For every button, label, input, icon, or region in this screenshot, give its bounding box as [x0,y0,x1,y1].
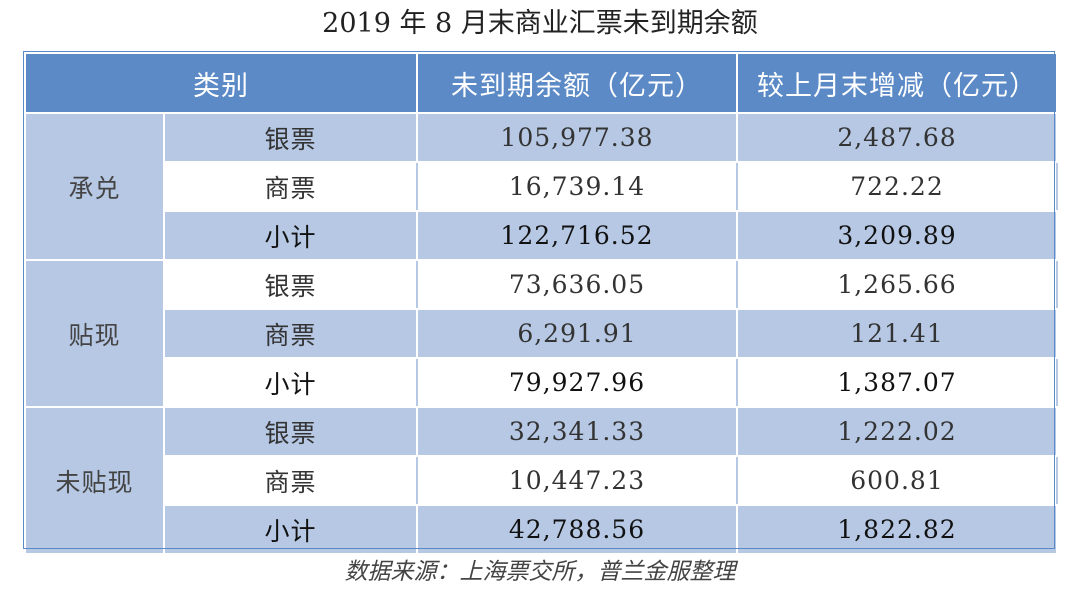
row-change: 3,209.89 [736,210,1058,261]
row-type: 商票 [163,455,418,506]
group-label: 贴现 [24,259,165,408]
row-balance: 16,739.14 [416,161,738,212]
row-balance: 6,291.91 [416,308,738,359]
row-balance: 105,977.38 [416,112,738,163]
data-table: 类别 未到期余额（亿元） 较上月末增减（亿元） 承兑 银票 105,977.38… [24,52,1058,555]
row-type: 银票 [163,112,418,163]
table-row: 未贴现 银票 32,341.33 1,222.02 [24,406,1058,555]
row-type: 商票 [163,161,418,212]
table-title: 2019 年 8 月末商业汇票未到期余额 [322,8,758,39]
row-balance: 42,788.56 [416,504,738,555]
header-change: 较上月末增减（亿元） [736,52,1058,114]
row-change: 600.81 [736,455,1058,506]
subtotal-row: 小计 122,716.52 3,209.89 [25,210,1058,261]
group-label: 承兑 [24,112,165,261]
subtotal-row: 小计 79,927.96 1,387.07 [25,357,1058,408]
row-type: 银票 [163,406,418,457]
row-change: 1,822.82 [736,504,1058,555]
source-note: 数据来源：上海票交所，普兰金服整理 [344,559,736,585]
row-change: 2,487.68 [736,112,1058,163]
row-balance: 73,636.05 [416,259,738,310]
row-balance: 122,716.52 [416,210,738,261]
row-change: 1,222.02 [736,406,1058,457]
table-row: 商票 6,291.91 121.41 [25,308,1058,359]
table-row: 商票 10,447.23 600.81 [25,455,1058,506]
row-change: 121.41 [736,308,1058,359]
row-balance: 10,447.23 [416,455,738,506]
header-category: 类别 [24,52,418,114]
row-type: 商票 [163,308,418,359]
row-change: 722.22 [736,161,1058,212]
group-label: 未贴现 [24,406,165,555]
row-balance: 32,341.33 [416,406,738,457]
table-row: 贴现 银票 73,636.05 1,265.66 [24,259,1058,408]
row-change: 1,265.66 [736,259,1058,310]
row-type: 小计 [163,504,418,555]
row-change: 1,387.07 [736,357,1058,408]
table-row: 商票 16,739.14 722.22 [25,161,1058,212]
header-balance: 未到期余额（亿元） [416,52,738,114]
subtotal-row: 小计 42,788.56 1,822.82 [25,504,1058,555]
row-type: 小计 [163,357,418,408]
row-type: 银票 [163,259,418,310]
table-row: 承兑 银票 105,977.38 2,487.68 [24,112,1058,261]
table-header-row: 类别 未到期余额（亿元） 较上月末增减（亿元） [24,52,1058,114]
row-type: 小计 [163,210,418,261]
row-balance: 79,927.96 [416,357,738,408]
